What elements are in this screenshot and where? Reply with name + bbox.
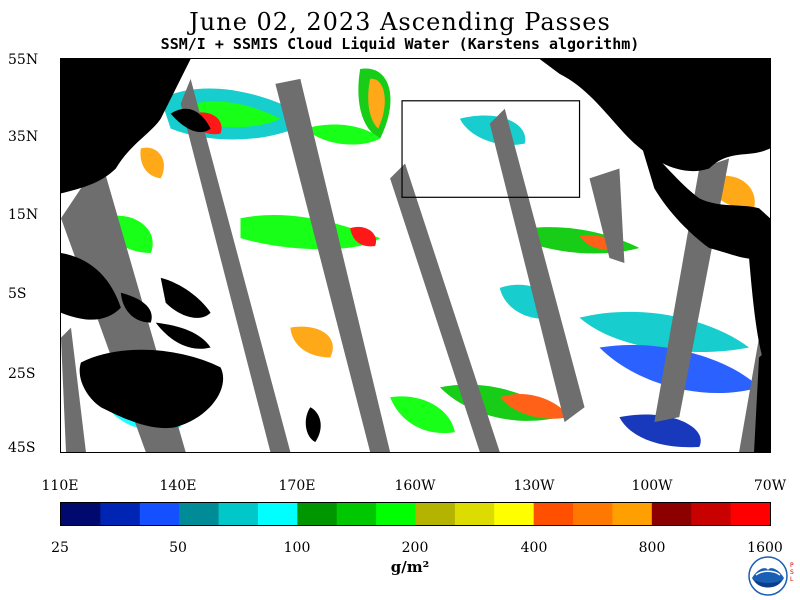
lat-label-25s: 25S (8, 366, 36, 382)
lon-label-100w: 100W (631, 478, 673, 494)
color-swatch-12 (533, 503, 574, 525)
lon-label-130w: 130W (513, 478, 555, 494)
color-swatch-7 (336, 503, 377, 525)
lon-label-70w: 70W (753, 478, 787, 494)
scale-label-400: 400 (520, 540, 548, 556)
color-swatch-6 (297, 503, 338, 525)
scale-label-1600: 1600 (747, 540, 783, 556)
color-swatch-2 (139, 503, 180, 525)
scale-label-200: 200 (401, 540, 429, 556)
color-swatch-1 (100, 503, 141, 525)
scale-label-100: 100 (283, 540, 311, 556)
scale-label-800: 800 (638, 540, 666, 556)
color-swatch-16 (691, 503, 732, 525)
color-swatch-10 (454, 503, 495, 525)
noaa-logo (748, 556, 788, 596)
lat-label-5s: 5S (8, 286, 27, 302)
color-swatch-0 (61, 503, 101, 525)
scale-label-50: 50 (169, 540, 187, 556)
cloud-water-map (60, 58, 771, 453)
lat-label-55n: 55N (8, 52, 39, 68)
scale-label-25: 25 (51, 540, 69, 556)
color-swatch-5 (257, 503, 298, 525)
color-swatch-8 (376, 503, 416, 525)
color-swatch-4 (218, 503, 259, 525)
lat-label-15n: 15N (8, 207, 39, 223)
lon-label-160w: 160W (394, 478, 436, 494)
lon-label-170e: 170E (278, 478, 316, 494)
map-title: June 02, 2023 Ascending Passes (189, 8, 611, 36)
lat-label-45s: 45S (8, 440, 36, 456)
color-swatch-3 (179, 503, 220, 525)
color-swatch-14 (612, 503, 653, 525)
lon-label-110e: 110E (41, 478, 79, 494)
lon-label-140e: 140E (159, 478, 197, 494)
color-swatch-11 (494, 503, 535, 525)
region-outline-box (401, 100, 581, 198)
unit-label: g/m² (390, 558, 430, 576)
color-swatch-17 (730, 503, 770, 525)
color-swatch-15 (651, 503, 692, 525)
land-masses (61, 59, 770, 452)
color-swatch-9 (415, 503, 456, 525)
color-swatch-13 (573, 503, 613, 525)
map-subtitle: SSM/I + SSMIS Cloud Liquid Water (Karste… (160, 35, 640, 53)
lat-label-35n: 35N (8, 129, 39, 145)
color-scale-bar (60, 502, 771, 526)
